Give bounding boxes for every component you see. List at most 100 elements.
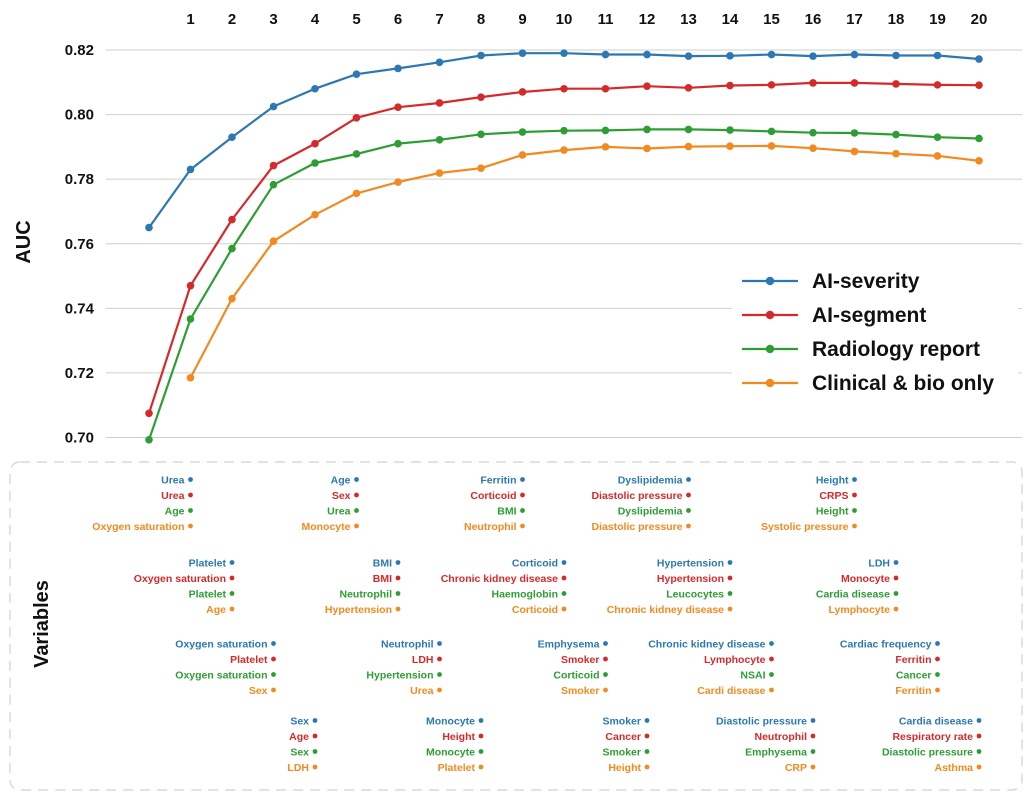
data-point (518, 151, 527, 159)
y-tick-label: 0.72 (65, 365, 94, 382)
data-point (560, 84, 568, 93)
variable-label: Diastolic pressure (882, 747, 973, 759)
data-point (892, 51, 900, 60)
data-point (145, 435, 153, 444)
variable-label: Urea (410, 685, 434, 697)
variable-marker (769, 687, 774, 693)
variable-marker (188, 523, 193, 529)
variable-label: Lymphocyte (704, 654, 766, 666)
variable-label: Age (331, 475, 351, 487)
data-point (975, 55, 983, 63)
data-point (477, 93, 485, 101)
variable-label: Corticoid (512, 604, 558, 616)
data-point (933, 133, 942, 141)
data-point (269, 237, 278, 245)
data-point (518, 128, 527, 136)
variable-label: Ferritin (895, 654, 931, 666)
variable-label: Cardiac frequency (840, 639, 932, 651)
variable-marker (769, 641, 774, 646)
data-point (643, 82, 651, 90)
variable-label: Haemoglobin (491, 589, 558, 601)
variable-marker (935, 641, 940, 646)
variable-label: Cardia disease (899, 716, 973, 728)
variable-marker (188, 508, 193, 513)
data-point (186, 165, 195, 174)
data-point (892, 130, 900, 139)
variable-marker (520, 508, 525, 513)
variable-marker (561, 591, 567, 596)
x-tick-label: 6 (394, 11, 402, 28)
variable-label: Cancer (896, 670, 932, 682)
variable-label: Hypertension (325, 604, 392, 616)
data-point (311, 139, 319, 148)
variable-marker (437, 687, 442, 693)
y-tick-label: 0.74 (65, 300, 95, 317)
variable-marker (603, 656, 608, 662)
data-point (726, 81, 734, 90)
series-layer (145, 49, 983, 444)
data-point (767, 50, 776, 59)
data-point (477, 164, 485, 172)
variable-label: Cardi disease (697, 685, 765, 697)
variable-marker (686, 523, 691, 529)
variable-marker (603, 687, 608, 693)
variable-marker (478, 764, 484, 770)
variable-label: LDH (287, 762, 309, 774)
data-point (560, 49, 568, 58)
x-tick-label: 10 (556, 11, 573, 28)
data-point (892, 80, 900, 88)
variable-label: Leucocytes (666, 589, 724, 601)
variable-marker (686, 492, 691, 498)
variable-marker (810, 733, 816, 739)
data-point (809, 79, 817, 87)
variable-marker (437, 641, 442, 646)
variable-marker (852, 523, 857, 529)
variable-marker (644, 718, 650, 723)
variable-label: Platelet (189, 558, 227, 570)
data-point (477, 51, 485, 60)
variables-labels: Urea Urea Age Oxygen saturation Platelet Oxyg… (92, 475, 982, 774)
data-point (352, 114, 361, 122)
variable-marker (603, 672, 608, 677)
variable-label: Corticoid (470, 490, 516, 502)
variables-panel (9, 461, 1023, 791)
variable-label: Neutrophil (340, 589, 393, 601)
variable-label: Hypertension (366, 670, 433, 682)
variable-marker (520, 492, 525, 498)
x-tick-label: 20 (971, 11, 988, 28)
data-point (684, 52, 693, 60)
x-tick-label: 14 (722, 11, 739, 28)
variable-label: Age (289, 731, 309, 743)
data-point (933, 51, 942, 60)
variable-label: Sex (249, 685, 268, 697)
variable-label: Systolic pressure (761, 521, 849, 533)
variable-marker (229, 575, 235, 581)
variable-label: Chronic kidney disease (441, 573, 558, 585)
variable-marker (810, 718, 816, 723)
variable-label: Diastolic pressure (716, 716, 807, 728)
x-tick-label: 15 (763, 11, 780, 28)
variable-marker (769, 656, 774, 662)
variable-marker (893, 591, 899, 596)
variable-marker (354, 508, 359, 513)
data-point (933, 152, 942, 160)
data-point (269, 180, 278, 189)
data-point (601, 126, 610, 135)
data-point (145, 409, 153, 418)
data-point (352, 189, 361, 198)
variable-marker (935, 656, 940, 662)
variable-label: Height (608, 762, 641, 774)
y-tick-label: 0.76 (65, 236, 94, 253)
variable-label: Monocyte (301, 521, 350, 533)
variable-label: Height (816, 506, 849, 518)
data-point (601, 50, 610, 59)
x-tick-label: 9 (518, 11, 526, 28)
variable-label: Ferritin (480, 475, 516, 487)
variable-label: Dyslipidemia (618, 475, 683, 487)
variable-label: Monocyte (426, 716, 475, 728)
x-tick-label: 2 (228, 11, 236, 28)
variable-label: Lymphocyte (829, 604, 891, 616)
data-point (767, 142, 776, 150)
variable-label: Sex (290, 716, 309, 728)
variable-label: LDH (868, 558, 890, 570)
